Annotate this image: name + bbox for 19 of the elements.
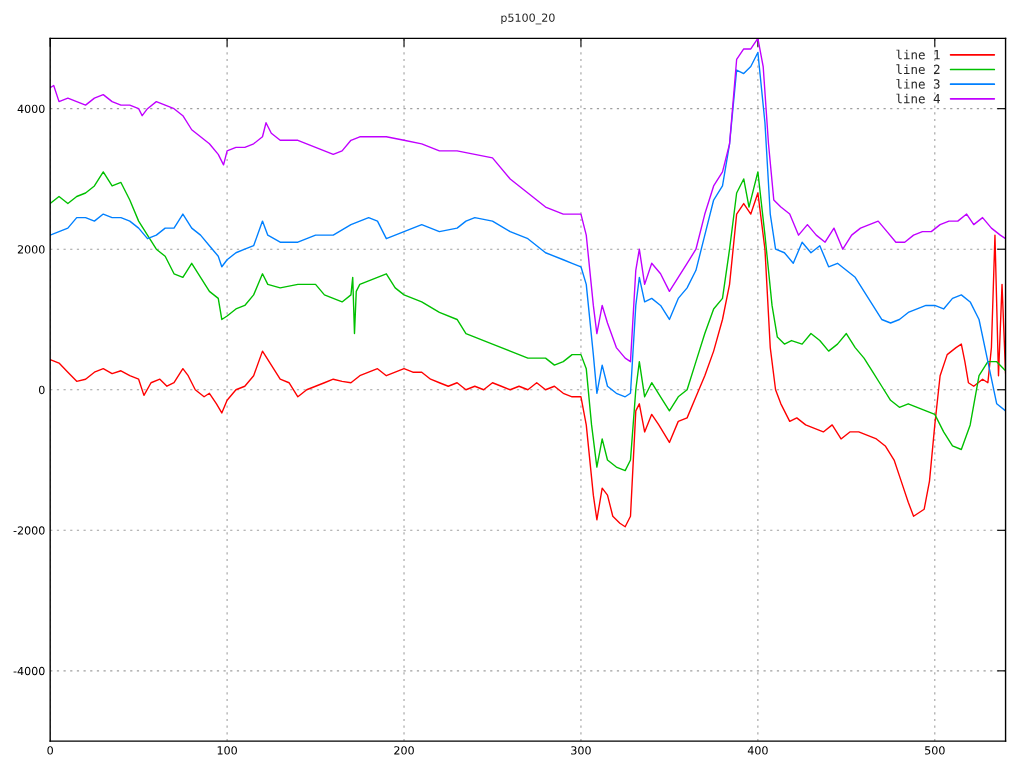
x-tick-label: 200 [394, 746, 414, 755]
chart-title: p5100_20 [501, 13, 555, 25]
x-tick-label: 0 [47, 746, 53, 755]
line-series [50, 51, 1006, 412]
y-tick-label: -4000 [13, 666, 45, 676]
y-tick-label: -2000 [13, 526, 45, 535]
y-tick-label: 0 [38, 385, 45, 395]
legend-label: line 1 [896, 49, 940, 60]
line-series [50, 171, 1006, 472]
x-tick-label: 500 [925, 746, 945, 755]
legend-label: line 2 [896, 64, 940, 75]
x-tick-label: 100 [217, 746, 237, 755]
legend-label: line 4 [896, 93, 940, 104]
y-tick-label: 4000 [17, 104, 45, 114]
y-tick-label: 2000 [17, 245, 45, 254]
x-tick-label: 300 [571, 746, 591, 755]
x-tick-label: 400 [747, 746, 768, 755]
line-series [50, 192, 1006, 528]
legend-label: line 3 [896, 78, 940, 89]
